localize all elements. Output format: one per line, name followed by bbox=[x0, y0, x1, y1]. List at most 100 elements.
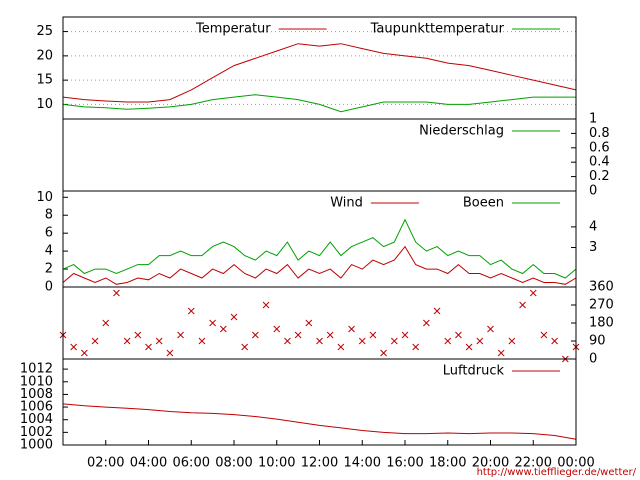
y-tick-label: 1010 bbox=[20, 374, 53, 389]
y2-tick-label: 270 bbox=[589, 298, 614, 313]
x-tick-label: 06:00 bbox=[173, 456, 210, 471]
y-tick-label: 10 bbox=[36, 97, 53, 112]
y2-tick-label: 4 bbox=[589, 219, 597, 234]
series-line bbox=[62, 94, 576, 113]
scatter-point bbox=[369, 331, 377, 339]
y2-tick-label: 0.4 bbox=[589, 155, 610, 170]
scatter-point bbox=[508, 337, 516, 345]
x-tick-label: 20:00 bbox=[472, 456, 509, 471]
scatter-point bbox=[70, 343, 78, 351]
y-tick-label: 1008 bbox=[20, 387, 53, 402]
scatter-point bbox=[187, 307, 195, 315]
scatter-point bbox=[123, 337, 131, 345]
scatter-point bbox=[519, 301, 526, 309]
x-tick-label: 22:00 bbox=[515, 456, 552, 471]
scatter-point bbox=[444, 337, 452, 345]
y-tick-label: 1000 bbox=[20, 438, 53, 453]
scatter-point bbox=[166, 349, 174, 357]
scatter-point bbox=[145, 343, 152, 351]
y-tick-label: 2 bbox=[45, 262, 53, 277]
scatter-point bbox=[155, 337, 163, 345]
y2-tick-label: 90 bbox=[589, 334, 606, 349]
y-tick-label: 15 bbox=[36, 73, 53, 88]
x-tick-label: 08:00 bbox=[215, 456, 252, 471]
x-tick-label: 02:00 bbox=[87, 456, 124, 471]
y2-tick-label: 1 bbox=[589, 112, 597, 127]
series-line bbox=[62, 245, 577, 285]
scatter-point bbox=[134, 331, 142, 339]
scatter-point bbox=[273, 325, 281, 333]
scatter-point bbox=[455, 331, 462, 339]
scatter-point bbox=[487, 325, 494, 333]
series-line bbox=[62, 218, 577, 279]
y2-tick-label: 180 bbox=[589, 316, 614, 331]
legend-label: Luftdruck bbox=[443, 364, 505, 379]
scatter-point bbox=[262, 301, 270, 309]
y-tick-label: 1002 bbox=[20, 425, 53, 440]
scatter-point bbox=[284, 337, 291, 345]
x-tick-label: 14:00 bbox=[344, 456, 381, 471]
scatter-point bbox=[529, 289, 537, 297]
scatter-point bbox=[540, 331, 548, 339]
x-tick-label: 16:00 bbox=[386, 456, 423, 471]
scatter-point bbox=[81, 349, 88, 357]
scatter-point bbox=[230, 313, 238, 321]
y-tick-label: 6 bbox=[45, 226, 53, 241]
x-tick-label: 00:00 bbox=[557, 456, 594, 471]
y-tick-label: 1012 bbox=[20, 362, 53, 377]
scatter-point bbox=[358, 337, 366, 345]
footer-link: http://www.tiefflieger.de/wetter/ bbox=[477, 467, 637, 478]
scatter-point bbox=[423, 319, 430, 327]
scatter-point bbox=[113, 289, 120, 297]
y-tick-label: 25 bbox=[36, 24, 53, 39]
scatter-point bbox=[465, 343, 473, 351]
y-tick-label: 0 bbox=[45, 280, 53, 295]
x-tick-label: 12:00 bbox=[301, 456, 338, 471]
y2-tick-label: 0.2 bbox=[589, 169, 610, 184]
y2-tick-label: 0.6 bbox=[589, 140, 610, 155]
y-tick-label: 8 bbox=[45, 208, 53, 223]
scatter-point bbox=[337, 343, 345, 351]
plot-frame bbox=[62, 358, 577, 446]
series-line bbox=[62, 43, 577, 103]
y-tick-label: 10 bbox=[36, 190, 53, 205]
y-tick-label: 20 bbox=[36, 48, 53, 63]
legend-label: Temperatur bbox=[195, 22, 271, 37]
scatter-point bbox=[91, 337, 99, 345]
y2-tick-label: 0.8 bbox=[589, 126, 610, 141]
scatter-point bbox=[380, 349, 387, 357]
scatter-point bbox=[209, 319, 216, 327]
y2-tick-label: 0 bbox=[589, 184, 597, 199]
x-tick-label: 04:00 bbox=[130, 456, 167, 471]
scatter-point bbox=[241, 343, 249, 351]
scatter-point bbox=[177, 331, 184, 339]
scatter-point bbox=[433, 307, 441, 315]
series-line bbox=[62, 403, 577, 440]
scatter-point bbox=[348, 325, 355, 333]
scatter-point bbox=[497, 349, 505, 357]
scatter-point bbox=[305, 319, 313, 327]
y-tick-label: 1004 bbox=[20, 412, 53, 427]
scatter-point bbox=[198, 337, 206, 345]
y2-tick-label: 360 bbox=[589, 280, 614, 295]
y-tick-label: 4 bbox=[45, 244, 53, 259]
scatter-point bbox=[390, 337, 398, 345]
scatter-point bbox=[326, 331, 334, 339]
x-tick-label: 18:00 bbox=[429, 456, 466, 471]
legend-label: Boeen bbox=[463, 196, 504, 211]
scatter-point bbox=[294, 331, 302, 339]
legend-label: Taupunkttemperatur bbox=[370, 22, 505, 37]
scatter-point bbox=[412, 343, 420, 351]
legend-label: Wind bbox=[330, 196, 363, 211]
legend-label: Niederschlag bbox=[419, 124, 504, 139]
scatter-point bbox=[219, 325, 227, 333]
scatter-point bbox=[476, 337, 484, 345]
scatter-point bbox=[316, 337, 323, 345]
scatter-point bbox=[551, 337, 558, 345]
scatter-point bbox=[102, 319, 110, 327]
y2-tick-label: 0 bbox=[589, 352, 597, 367]
scatter-point bbox=[252, 331, 259, 339]
